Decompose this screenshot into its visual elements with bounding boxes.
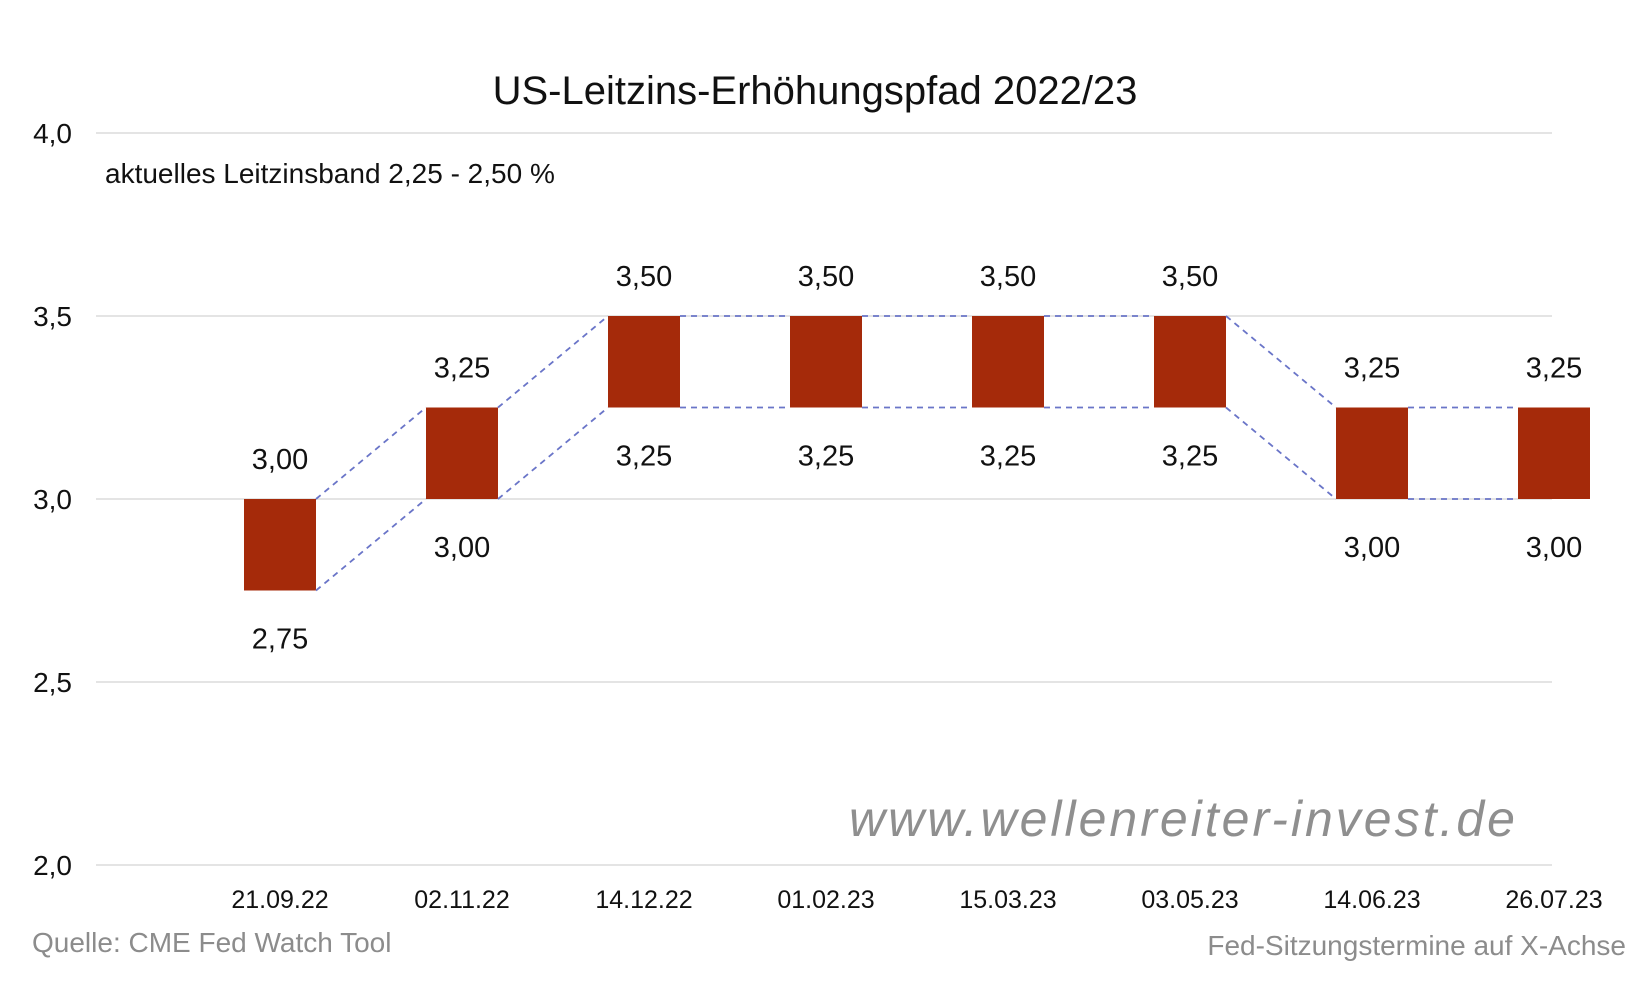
x-axis-ticks: 21.09.22 02.11.22 14.12.22 01.02.23 15.03.23… (231, 886, 1602, 914)
x-tick-label: 14.12.22 (595, 886, 692, 914)
low-value-label: 3,00 (434, 532, 490, 564)
high-value-label: 3,50 (1162, 261, 1218, 293)
rate-band-bar (790, 316, 862, 408)
low-value-label: 3,25 (980, 441, 1036, 473)
low-value-label: 3,25 (1162, 441, 1218, 473)
high-value-label: 3,00 (252, 444, 308, 476)
upper-band-line (497, 315, 609, 409)
x-tick-label: 01.02.23 (777, 886, 874, 914)
x-axis-note: Fed-Sitzungstermine auf X-Achse (1207, 930, 1626, 961)
y-tick-label: 3,0 (33, 484, 72, 515)
chart-subtitle: aktuelles Leitzinsband 2,25 - 2,50 % (105, 158, 555, 189)
rate-band-bar (608, 316, 680, 408)
y-axis-ticks: 2,0 2,5 3,0 3,5 4,0 (33, 118, 72, 881)
lower-band-line (1225, 406, 1337, 500)
y-tick-label: 4,0 (33, 118, 72, 149)
high-value-label: 3,25 (1344, 353, 1400, 385)
x-tick-label: 02.11.22 (414, 886, 509, 914)
x-tick-label: 03.05.23 (1141, 886, 1238, 914)
upper-band-line (315, 406, 427, 500)
x-tick-label: 14.06.23 (1323, 886, 1420, 914)
rate-band-bar (244, 499, 316, 591)
low-value-label: 3,00 (1344, 532, 1400, 564)
y-tick-label: 2,0 (33, 850, 72, 881)
low-value-label: 3,25 (798, 441, 854, 473)
rate-band-bar (972, 316, 1044, 408)
watermark-text: www.wellenreiter-invest.de (849, 791, 1518, 847)
upper-band-line (1225, 315, 1337, 409)
low-value-label: 3,25 (616, 441, 672, 473)
rate-band-bar (1154, 316, 1226, 408)
low-value-label: 3,00 (1526, 532, 1582, 564)
x-tick-label: 21.09.22 (231, 886, 328, 914)
high-value-label: 3,50 (616, 261, 672, 293)
source-note: Quelle: CME Fed Watch Tool (32, 927, 391, 958)
rate-band-bar (1336, 407, 1408, 499)
lower-band-line (497, 406, 609, 500)
x-tick-label: 26.07.23 (1505, 886, 1602, 914)
y-tick-label: 2,5 (33, 667, 72, 698)
gridlines (96, 132, 1552, 866)
high-value-label: 3,50 (980, 261, 1036, 293)
rate-band-bar (1518, 407, 1590, 499)
band-lines (315, 315, 1518, 592)
data-labels: 3,00 2,75 3,25 3,00 3,50 3,25 3,50 3,25 3,50 3,25… (252, 261, 1582, 656)
x-tick-label: 15.03.23 (959, 886, 1056, 914)
rate-bars (244, 316, 1590, 591)
y-tick-label: 3,5 (33, 301, 72, 332)
lower-band-line (315, 498, 427, 592)
high-value-label: 3,25 (1526, 353, 1582, 385)
rate-band-bar (426, 407, 498, 499)
low-value-label: 2,75 (252, 624, 308, 656)
chart-title: US-Leitzins-Erhöhungspfad 2022/23 (493, 69, 1138, 113)
high-value-label: 3,50 (798, 261, 854, 293)
high-value-label: 3,25 (434, 353, 490, 385)
